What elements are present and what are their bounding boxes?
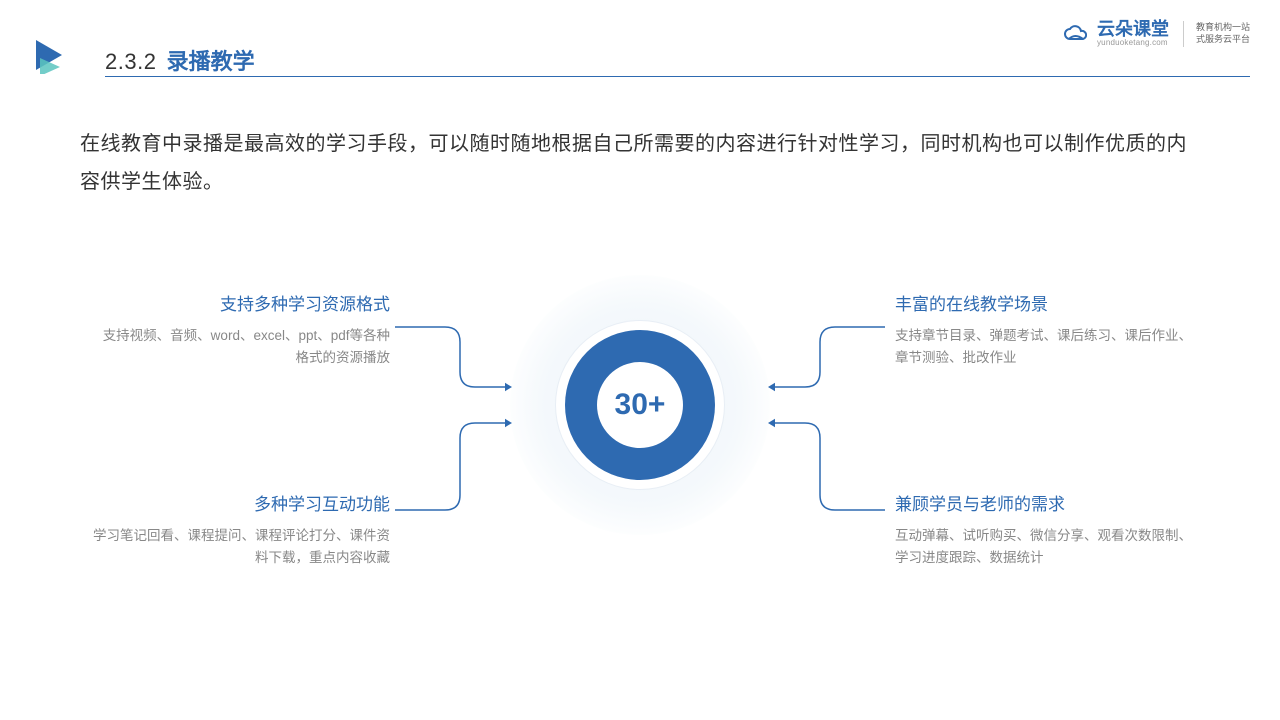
feature-desc: 支持章节目录、弹题考试、课后练习、课后作业、章节测验、批改作业 [895, 325, 1195, 370]
feature-title: 丰富的在线教学场景 [895, 290, 1195, 315]
feature-top-left: 支持多种学习资源格式 支持视频、音频、word、excel、ppt、pdf等各种… [90, 290, 390, 370]
logo-separator [1183, 21, 1184, 47]
logo-domain: yunduoketang.com [1097, 38, 1169, 47]
feature-bottom-right: 兼顾学员与老师的需求 互动弹幕、试听购买、微信分享、观看次数限制、学习进度跟踪、… [895, 490, 1195, 570]
feature-title: 兼顾学员与老师的需求 [895, 490, 1195, 515]
section-number: 2.3.2 [105, 49, 156, 74]
section-name: 录播教学 [167, 49, 255, 74]
logo-text-block: 云朵课堂 yunduoketang.com [1097, 20, 1169, 47]
logo-tagline-1: 教育机构一站 [1196, 22, 1250, 34]
slide: 2.3.2 录播教学 云朵课堂 yunduoketang.com 教育机构一站 … [0, 0, 1280, 720]
logo-tagline: 教育机构一站 式服务云平台 [1196, 22, 1250, 45]
section-title: 2.3.2 录播教学 [105, 44, 255, 76]
brand-logo: 云朵课堂 yunduoketang.com 教育机构一站 式服务云平台 [1063, 20, 1250, 47]
feature-desc: 学习笔记回看、课程提问、课程评论打分、课件资料下载，重点内容收藏 [90, 525, 390, 570]
feature-top-right: 丰富的在线教学场景 支持章节目录、弹题考试、课后练习、课后作业、章节测验、批改作… [895, 290, 1195, 370]
feature-title: 支持多种学习资源格式 [90, 290, 390, 315]
feature-title: 多种学习互动功能 [90, 490, 390, 515]
cloud-icon [1063, 25, 1087, 43]
intro-paragraph: 在线教育中录播是最高效的学习手段，可以随时随地根据自己所需要的内容进行针对性学习… [80, 125, 1200, 201]
header-underline [105, 76, 1250, 77]
logo-brand: 云朵课堂 [1097, 20, 1169, 38]
feature-desc: 支持视频、音频、word、excel、ppt、pdf等各种格式的资源播放 [90, 325, 390, 370]
play-icon [36, 40, 70, 74]
ring-inner: 30+ [597, 362, 683, 448]
center-number: 30+ [615, 388, 666, 422]
center-badge: 30+ [510, 275, 770, 535]
feature-bottom-left: 多种学习互动功能 学习笔记回看、课程提问、课程评论打分、课件资料下载，重点内容收… [90, 490, 390, 570]
feature-desc: 互动弹幕、试听购买、微信分享、观看次数限制、学习进度跟踪、数据统计 [895, 525, 1195, 570]
logo-tagline-2: 式服务云平台 [1196, 34, 1250, 46]
